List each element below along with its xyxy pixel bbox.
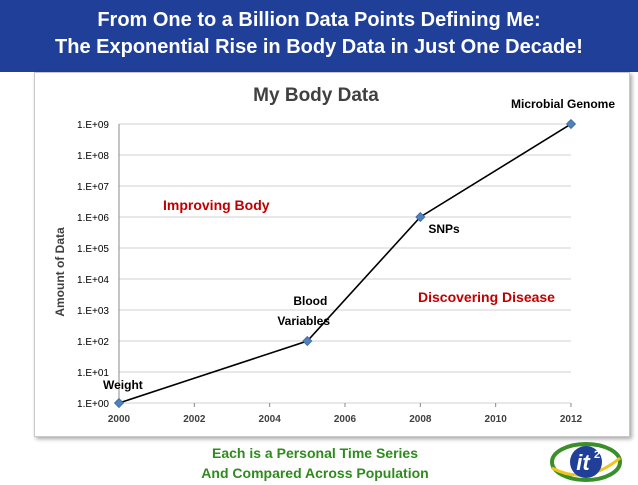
- data-point: [415, 211, 426, 223]
- annotation: Discovering Disease: [418, 289, 555, 305]
- y-tick-label: 1.E+00: [77, 399, 109, 410]
- x-tick-label: 2004: [259, 414, 282, 425]
- footer-caption: Each is a Personal Time Series And Compa…: [150, 443, 480, 483]
- logo-text: it: [576, 450, 591, 475]
- it2-logo: it 2: [550, 442, 622, 482]
- title-banner: From One to a Billion Data Points Defini…: [0, 0, 638, 72]
- x-tick-label: 2008: [409, 414, 432, 425]
- point-label: Weight: [103, 378, 143, 392]
- y-tick-label: 1.E+06: [77, 213, 109, 224]
- y-tick-label: 1.E+05: [77, 244, 109, 255]
- y-tick-label: 1.E+08: [77, 151, 109, 162]
- point-label: Blood Variables: [277, 294, 330, 328]
- series-line: [118, 123, 572, 404]
- y-tick-label: 1.E+01: [77, 368, 109, 379]
- point-label: Microbial Genome: [511, 97, 615, 111]
- data-point: [302, 335, 313, 347]
- chart-title: My Body Data: [253, 85, 379, 106]
- x-tick-label: 2006: [334, 414, 357, 425]
- data-point: [113, 397, 125, 409]
- y-tick-label: 1.E+03: [77, 306, 109, 317]
- chart-panel: [34, 72, 630, 437]
- y-tick-label: 1.E+07: [77, 182, 109, 193]
- headline-line-2: The Exponential Rise in Body Data in Jus…: [55, 36, 583, 58]
- y-tick-label: 1.E+02: [77, 337, 109, 348]
- annotation: Improving Body: [163, 197, 270, 213]
- point-label-line: Variables: [277, 314, 330, 328]
- y-tick-label: 1.E+09: [77, 120, 109, 131]
- x-tick-label: 2002: [183, 414, 206, 425]
- x-tick-label: 2010: [485, 414, 508, 425]
- point-label-line: Blood: [293, 294, 327, 308]
- logo-superscript: 2: [594, 449, 600, 461]
- y-axis-label: Amount of Data: [53, 227, 67, 317]
- x-tick-label: 2012: [560, 414, 583, 425]
- headline-line-1: From One to a Billion Data Points Defini…: [97, 9, 541, 31]
- y-tick-label: 1.E+04: [77, 275, 109, 286]
- data-point: [565, 118, 577, 130]
- footer-line-1: Each is a Personal Time Series: [212, 445, 418, 461]
- footer-line-2: And Compared Across Population: [201, 465, 429, 481]
- x-tick-label: 2000: [108, 414, 131, 425]
- point-label: SNPs: [428, 222, 460, 236]
